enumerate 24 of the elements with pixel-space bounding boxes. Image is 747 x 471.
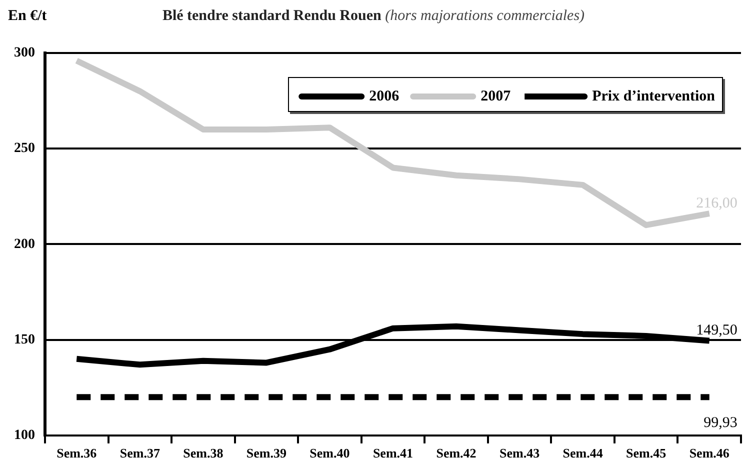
chart-subtitle: (hors majorations commerciales) <box>385 8 585 24</box>
legend-label: 2007 <box>480 88 512 104</box>
y-tick-label: 200 <box>14 236 35 252</box>
x-tick-label: Sem.43 <box>500 446 540 461</box>
x-tick-label: Sem.44 <box>562 446 604 461</box>
chart-title: Blé tendre standard Rendu Rouen <box>162 8 382 24</box>
x-tick-label: Sem.37 <box>120 446 160 461</box>
annotation: 99,93 <box>704 415 738 432</box>
x-tick-label: Sem.45 <box>626 446 667 461</box>
y-tick-label: 150 <box>14 332 35 348</box>
x-tick-label: Sem.36 <box>56 446 98 461</box>
legend-label: Prix d’intervention <box>592 88 716 104</box>
x-tick-label: Sem.41 <box>372 446 414 461</box>
x-tick-label: Sem.42 <box>436 446 476 461</box>
y-tick-label: 100 <box>14 428 35 444</box>
x-tick-label: Sem.39 <box>246 446 287 461</box>
x-tick-label: Sem.38 <box>183 446 224 461</box>
legend-label: 2006 <box>369 88 400 104</box>
y-tick-label: 250 <box>14 141 35 156</box>
y-tick-label: 300 <box>14 46 35 61</box>
x-tick-label: Sem.40 <box>310 446 350 461</box>
y-axis-title: En €/t <box>8 8 47 25</box>
x-tick-label: Sem.46 <box>689 446 730 461</box>
data-label: 149,50 <box>696 322 738 339</box>
